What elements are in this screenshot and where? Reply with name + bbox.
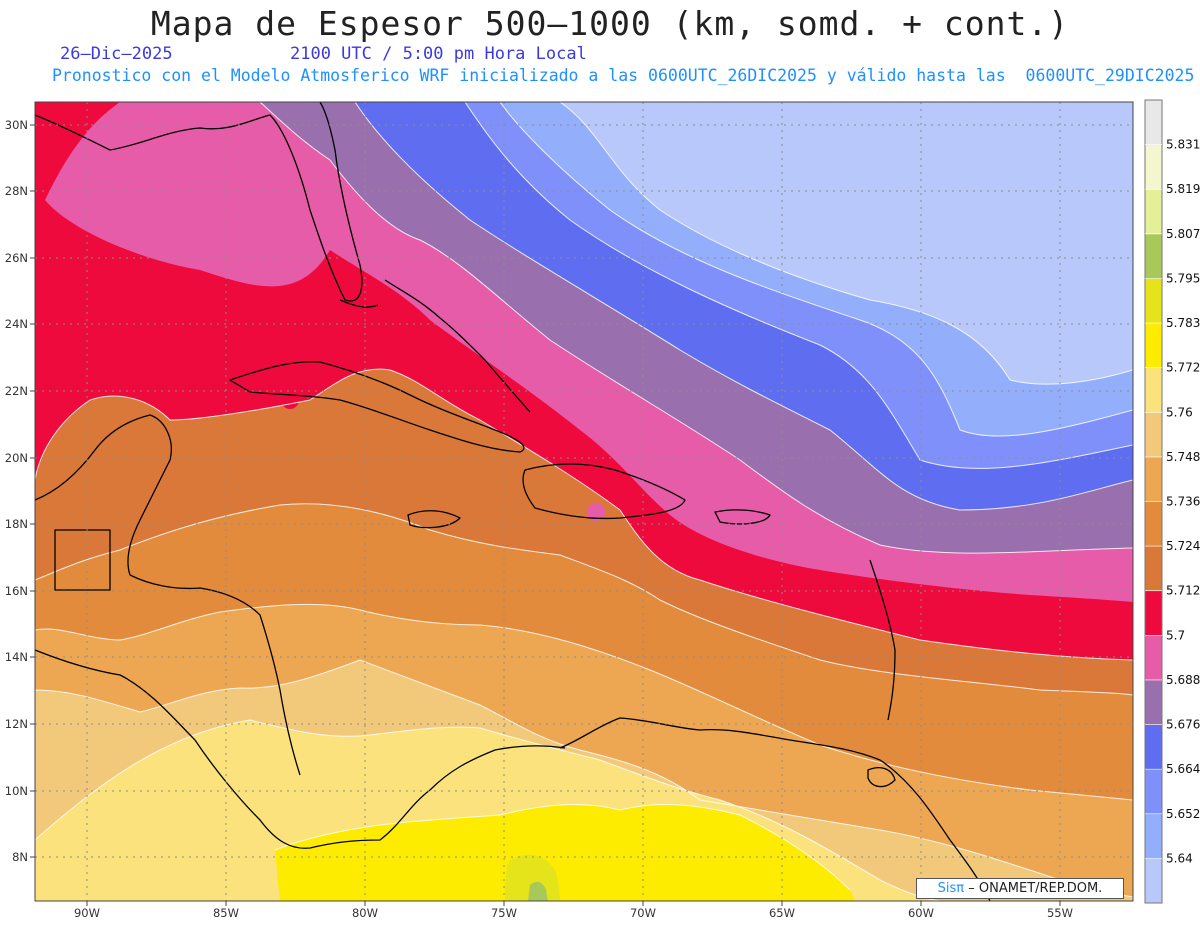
colorbar-level-label: 5.724 (1166, 539, 1200, 553)
forecast-note: Pronostico con el Modelo Atmosferico WRF… (52, 66, 1195, 85)
colorbar-swatch (1145, 813, 1162, 859)
chart-title: Mapa de Espesor 500–1000 (km, somd. + co… (150, 4, 1070, 43)
colorbar-swatch (1145, 367, 1162, 413)
credit-box: Sisπ – ONAMET/REP.DOM. (916, 878, 1124, 899)
lon-label: 75W (491, 906, 517, 920)
lon-label: 65W (769, 906, 795, 920)
colorbar-swatch (1145, 278, 1162, 324)
lon-label: 70W (630, 906, 656, 920)
coast-jamaica (407, 510, 461, 529)
colorbar-swatch (1145, 412, 1162, 458)
lon-label: 85W (213, 906, 239, 920)
coast-trinidad (867, 767, 896, 788)
coast-cuba (229, 361, 525, 453)
lat-label: 20N (5, 451, 28, 465)
colorbar-level-label: 5.664 (1166, 762, 1200, 776)
colorbar-level-label: 5.783 (1166, 316, 1200, 330)
coast-lesser-antilles (869, 559, 896, 721)
colorbar: 5.64 5.652 5.664 5.676 5.688 5.7 5.712 5.724 5.7… (1144, 99, 1200, 904)
colorbar-swatch (1145, 233, 1162, 279)
colorbar-swatch (1145, 679, 1162, 726)
pocket-honduras (204, 589, 226, 611)
lat-label: 28N (5, 184, 28, 198)
colorbar-level-label: 5.772 (1166, 361, 1200, 375)
coast-central-america (35, 649, 566, 849)
graticule (30, 102, 1133, 906)
colorbar-swatch (1145, 189, 1162, 235)
coastlines (35, 102, 991, 901)
band-5795 (505, 854, 560, 901)
colorbar-level-label: 5.676 (1166, 718, 1200, 732)
valid-time: 2100 UTC / 5:00 pm Hora Local (290, 44, 587, 64)
colorbar-swatch (1145, 635, 1162, 681)
coast-south-america (559, 717, 991, 901)
colorbar-level-label: 5.76 (1166, 405, 1193, 419)
colorbar-level-label: 5.652 (1166, 807, 1200, 821)
colorbar-swatch (1145, 456, 1162, 502)
lon-label: 55W (1047, 906, 1073, 920)
pocket-cuba (281, 391, 299, 409)
lon-axis: 90W 85W 80W 75W 70W 65W 60W 55W (74, 906, 1073, 920)
thickness-fill-bands (35, 102, 1133, 901)
lon-label: 90W (74, 906, 100, 920)
coast-caribbean-mainland (129, 574, 301, 776)
colorbar-level-label: 5.795 (1166, 271, 1200, 285)
lat-label: 26N (5, 251, 28, 265)
colorbar-swatch (1145, 144, 1162, 190)
colorbar-swatch (1145, 546, 1162, 592)
colorbar-swatch (1145, 323, 1162, 369)
lat-label: 10N (5, 784, 28, 798)
lat-label: 30N (5, 118, 28, 132)
band-5807 (528, 881, 548, 901)
border-mexico-guatemala (54, 529, 111, 591)
lat-label: 18N (5, 517, 28, 531)
coast-bahamas (384, 279, 531, 413)
credit-brand: Sisπ (937, 881, 965, 896)
lat-label: 22N (5, 384, 28, 398)
lon-label: 60W (908, 906, 934, 920)
colorbar-swatch (1145, 100, 1162, 146)
lat-label: 16N (5, 584, 28, 598)
colorbar-level-label: 5.748 (1166, 450, 1200, 464)
credit-text: – ONAMET/REP.DOM. (968, 881, 1103, 896)
coast-gulf (35, 102, 363, 302)
colorbar-level-label: 5.807 (1166, 227, 1200, 241)
coast-puerto-rico (714, 509, 771, 525)
lat-axis: 30N 28N 26N 24N 22N 20N 18N 16N 14N 12N … (5, 118, 28, 864)
colorbar-level-label: 5.819 (1166, 182, 1200, 196)
band-5783 (275, 804, 855, 901)
colorbar-level-label: 5.736 (1166, 495, 1200, 509)
coast-hispaniola (522, 463, 686, 520)
valid-date: 26–Dic–2025 (60, 44, 173, 64)
lat-label: 8N (12, 850, 28, 864)
lon-label: 80W (352, 906, 378, 920)
thickness-contours (35, 102, 1133, 901)
coast-yucatan (35, 414, 172, 576)
colorbar-level-label: 5.712 (1166, 584, 1200, 598)
lat-label: 12N (5, 717, 28, 731)
colorbar-level-label: 5.831 (1166, 138, 1200, 152)
colorbar-swatch (1145, 769, 1162, 815)
coast-florida-keys (339, 299, 379, 308)
lat-label: 24N (5, 317, 28, 331)
colorbar-swatch (1145, 724, 1162, 770)
colorbar-swatch (1145, 858, 1162, 904)
colorbar-level-label: 5.7 (1166, 628, 1185, 642)
pocket-hispaniola (587, 503, 605, 521)
colorbar-level-label: 5.688 (1166, 673, 1200, 687)
colorbar-swatch (1145, 501, 1162, 547)
map-frame (34, 101, 1134, 902)
colorbar-level-label: 5.64 (1166, 851, 1193, 865)
colorbar-swatch (1145, 590, 1162, 636)
lat-label: 14N (5, 650, 28, 664)
